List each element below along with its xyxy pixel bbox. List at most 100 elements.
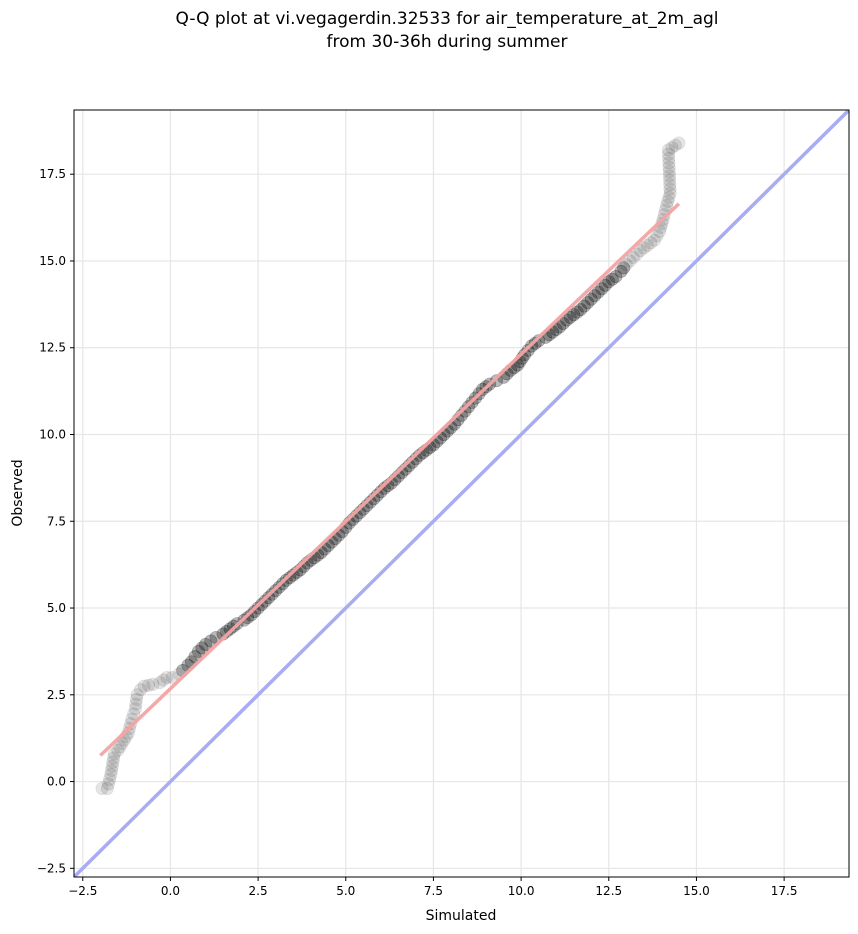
y-axis: −2.5 0.0 2.5 5.0 7.5 10.0 12.5 15.0 17.5 [37,167,74,875]
data-point-395 [617,261,631,275]
data-point-27 [146,677,160,691]
data-point-400 [633,244,647,258]
y-tick-label-7: 15.0 [39,254,66,268]
data-point-21 [129,697,143,711]
data-point-3 [103,772,117,786]
fit-line-group [99,202,681,757]
data-points [95,136,686,795]
data-point-54 [204,634,218,648]
data-point-92 [255,598,269,612]
data-point-393 [617,261,631,275]
x-tick-label-2: 2.5 [249,884,268,898]
data-point-358 [574,303,588,317]
data-point-413 [661,194,675,208]
x-tick-label-4: 7.5 [424,884,443,898]
data-point-66 [223,622,237,636]
data-point-84 [248,604,262,618]
data-point-20 [128,702,142,716]
data-point-85 [248,604,262,618]
data-point-344 [556,316,570,330]
data-point-97 [262,591,276,605]
data-point-426 [665,141,679,155]
data-point-404 [647,233,661,247]
chart-title-line-2: from 30-36h during summer [326,32,568,52]
data-point-421 [662,160,676,174]
data-point-326 [532,334,546,348]
data-point-49 [195,641,209,655]
data-point-343 [556,316,570,330]
data-point-264 [458,404,472,418]
data-point-385 [605,272,619,286]
data-point-95 [258,594,272,608]
data-point-23 [130,688,144,702]
data-point-98 [262,591,276,605]
data-point-346 [560,313,574,327]
data-point-379 [598,278,612,292]
data-point-424 [662,147,676,161]
data-point-357 [574,303,588,317]
data-point-365 [581,296,595,310]
data-point-89 [251,601,265,615]
data-point-371 [588,289,602,303]
data-point-405 [650,229,664,243]
x-tick-label-7: 15.0 [683,884,710,898]
data-point-24 [134,683,148,697]
data-point-19 [127,707,141,721]
data-point-388 [609,270,623,284]
data-point-362 [577,299,591,313]
data-point-376 [595,282,609,296]
data-point-363 [581,296,595,310]
data-point-406 [653,224,667,238]
data-point-53 [199,637,213,651]
x-tick-label-0: −2.5 [68,884,97,898]
data-point-10 [111,743,125,757]
data-point-96 [262,591,276,605]
y-tick-label-2: 2.5 [47,688,66,702]
data-point-83 [244,608,258,622]
data-point-316 [521,343,535,357]
data-point-87 [251,601,265,615]
data-point-382 [602,275,616,289]
plot-frame [73,109,850,878]
data-point-67 [223,622,237,636]
data-point-91 [255,598,269,612]
data-point-50 [195,641,209,655]
data-point-349 [563,310,577,324]
data-point-415 [663,186,677,200]
identity-line [74,110,849,877]
data-point-428 [672,136,686,150]
data-point-55 [204,634,218,648]
data-point-401 [637,241,651,255]
data-point-423 [662,152,676,166]
data-point-427 [668,138,682,152]
data-point-352 [567,308,581,322]
data-point-317 [521,343,535,357]
data-point-25 [137,679,151,693]
data-point-1 [100,781,114,795]
data-point-265 [458,404,472,418]
data-point-392 [614,264,628,278]
data-point-367 [584,292,598,306]
data-point-115 [283,571,297,585]
y-tick-label-3: 5.0 [47,601,66,615]
data-point-359 [574,303,588,317]
data-point-377 [595,282,609,296]
data-point-46 [191,644,205,658]
data-point-354 [570,305,584,319]
data-point-2 [101,777,115,791]
x-tick-label-6: 12.5 [595,884,622,898]
data-point-9 [107,747,121,761]
data-point-394 [617,261,631,275]
data-point-425 [661,143,675,157]
y-tick-label-6: 12.5 [39,341,66,355]
data-point-31 [165,670,179,684]
data-point-390 [614,264,628,278]
data-point-342 [556,316,570,330]
y-tick-label-0: −2.5 [37,861,66,875]
data-point-345 [560,313,574,327]
data-point-94 [258,594,272,608]
data-point-22 [130,692,144,706]
data-point-361 [577,299,591,313]
data-point-353 [567,308,581,322]
data-point-389 [609,270,623,284]
